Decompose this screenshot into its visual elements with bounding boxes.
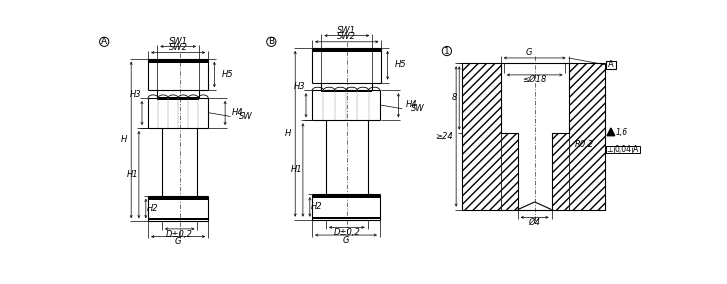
Bar xyxy=(312,195,380,198)
Bar xyxy=(606,146,640,153)
Text: SW: SW xyxy=(411,104,425,113)
Text: H2: H2 xyxy=(147,204,158,213)
Text: H3: H3 xyxy=(129,90,141,99)
Text: H3: H3 xyxy=(294,82,305,91)
Text: A: A xyxy=(101,37,108,46)
Text: SW2: SW2 xyxy=(337,32,356,41)
Polygon shape xyxy=(607,128,615,136)
Text: D±0,2: D±0,2 xyxy=(334,228,361,237)
Bar xyxy=(148,197,208,200)
Text: H5: H5 xyxy=(221,70,233,79)
Text: G: G xyxy=(526,48,531,57)
Text: R0,2: R0,2 xyxy=(575,140,594,149)
Text: A: A xyxy=(633,145,638,154)
Text: ≤Ø18: ≤Ø18 xyxy=(523,75,547,84)
Text: D±0,2: D±0,2 xyxy=(166,230,193,239)
Text: SW1: SW1 xyxy=(337,26,356,35)
Bar xyxy=(569,63,605,210)
Text: 8: 8 xyxy=(451,93,457,103)
Bar xyxy=(157,97,199,99)
Bar xyxy=(321,89,372,92)
Text: H1: H1 xyxy=(126,170,138,179)
Bar xyxy=(552,133,569,210)
Text: H: H xyxy=(121,135,126,144)
Bar xyxy=(148,218,208,220)
Text: SW1: SW1 xyxy=(169,37,188,45)
Text: H4: H4 xyxy=(232,108,244,117)
Text: Ø4: Ø4 xyxy=(529,218,541,227)
Text: H2: H2 xyxy=(310,202,322,211)
Bar xyxy=(148,59,208,62)
Text: B: B xyxy=(268,37,274,46)
Text: SW2: SW2 xyxy=(169,43,188,52)
Text: H: H xyxy=(284,129,291,138)
Bar xyxy=(312,49,382,52)
Bar xyxy=(462,63,501,210)
Text: 1: 1 xyxy=(444,47,450,55)
Bar xyxy=(501,133,518,210)
Text: 1,6: 1,6 xyxy=(616,128,627,137)
Text: 0,04: 0,04 xyxy=(614,145,631,154)
Text: H1: H1 xyxy=(291,165,302,174)
Bar xyxy=(312,217,380,219)
Text: ≥24: ≥24 xyxy=(435,132,453,141)
Text: SW: SW xyxy=(239,112,252,121)
Text: H5: H5 xyxy=(395,60,406,69)
Bar xyxy=(606,61,616,69)
Text: A: A xyxy=(608,60,614,69)
Text: G: G xyxy=(342,236,349,245)
Text: ⊥: ⊥ xyxy=(607,145,614,154)
Text: G: G xyxy=(175,237,182,247)
Text: H4: H4 xyxy=(406,101,417,109)
